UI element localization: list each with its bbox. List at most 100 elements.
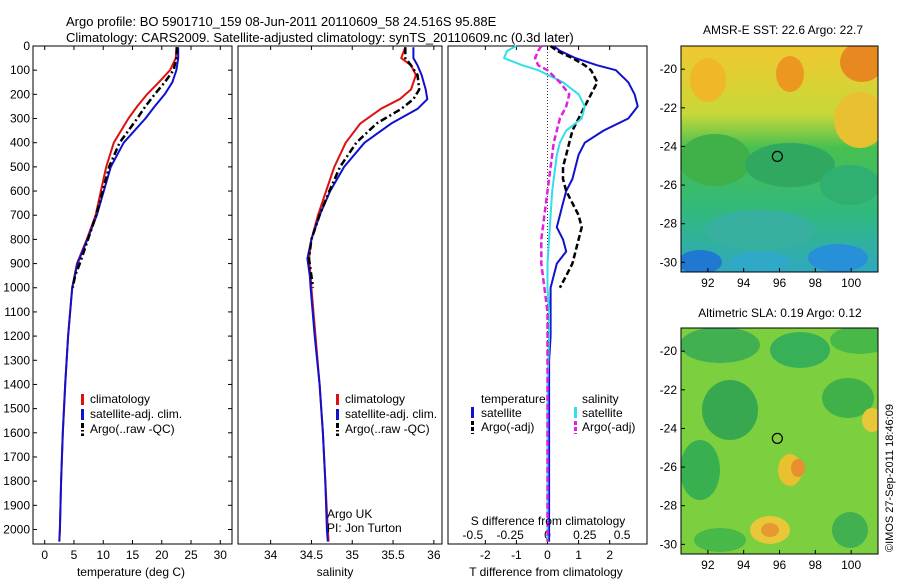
salinity-profiles [306, 46, 429, 542]
s-diff-tick-label: -0.25 [497, 528, 525, 542]
salinity-xlabel: salinity [317, 565, 354, 579]
depth-tick-label: 100 [10, 63, 30, 77]
s-difference-label: S difference from climatology [471, 514, 626, 528]
temperature-xlabel: temperature (deg C) [77, 565, 185, 579]
salinity-x-axis: 34 34.5 35 35.5 36 [264, 46, 441, 562]
legend-label-s-argo: Argo(-adj) [582, 420, 635, 434]
sla-map-panel: Altimetric SLA: 0.19 Argo: 0.12 92 94 96 98… [660, 306, 879, 572]
temperature-axes-frame [32, 45, 233, 545]
lat-tick-label: -22 [660, 101, 678, 115]
sla-map-title: Altimetric SLA: 0.19 Argo: 0.12 [698, 306, 862, 320]
legend-title-temperature: temperature [481, 392, 546, 406]
sst-map-panel: AMSR-E SST: 22.6 Argo: 22.7 92 94 96 98 100 … [660, 23, 879, 290]
temperature-legend: climatology satellite-adj. clim. Argo(..… [81, 392, 182, 436]
legend-swatch-satellite-adj [81, 409, 84, 420]
legend-label-satellite-adj: satellite-adj. clim. [90, 407, 182, 421]
lat-tick-label: -20 [660, 344, 678, 358]
float-owner: Argo UK [327, 507, 372, 521]
sst-lon-axis: 92 94 96 98 100 [701, 268, 861, 290]
x-tick-label: 20 [155, 548, 169, 562]
argo-position-marker [771, 150, 783, 163]
sla-lon-axis: 92 94 96 98 100 [701, 550, 861, 572]
argo-position-circle [771, 432, 783, 445]
x-tick-label: 35.5 [381, 548, 405, 562]
lat-tick-label: -26 [660, 460, 678, 474]
sla-lat-axis: -20 -22 -24 -26 -28 -30 [660, 344, 685, 551]
lat-tick-label: -24 [660, 139, 678, 153]
legend-label-climatology: climatology [345, 392, 405, 406]
salinity-panel: 34 34.5 35 35.5 36 salinity climatology sate… [237, 45, 443, 579]
x-tick-label: -1 [511, 548, 522, 562]
x-tick-label: 1 [575, 548, 582, 562]
lon-tick-label: 100 [841, 558, 861, 572]
depth-tick-label: 1600 [3, 426, 30, 440]
legend-label-argo: Argo(..raw -QC) [90, 422, 175, 436]
series-line-satellite-adj-clim [58, 47, 180, 542]
legend-label-satellite-adj: satellite-adj. clim. [345, 407, 437, 421]
t-difference-label: T difference from climatology [469, 565, 623, 579]
s-diff-tick-label: -0.5 [463, 528, 484, 542]
legend-swatch-s-satellite [574, 407, 577, 418]
figure-title-line2: Climatology: CARS2009. Satellite-adjuste… [66, 30, 574, 45]
x-tick-label: 35 [346, 548, 360, 562]
x-tick-label: 5 [71, 548, 78, 562]
depth-tick-label: 1900 [3, 498, 30, 512]
lat-tick-label: -30 [660, 537, 678, 551]
lon-tick-label: 94 [737, 276, 751, 290]
series-line-salinity-satellite [503, 45, 586, 542]
temperature-profiles [58, 47, 180, 542]
difference-legend: temperature salinity satellite Argo(-adj… [471, 392, 635, 434]
x-tick-label: 36 [427, 548, 441, 562]
t-difference-x-axis: -2 -1 0 1 2 [480, 46, 613, 562]
depth-tick-label: 1400 [3, 377, 30, 391]
lon-tick-label: 94 [737, 558, 751, 572]
depth-tick-label: 1300 [3, 353, 30, 367]
lon-tick-label: 92 [701, 276, 715, 290]
series-line-temperature-argo-adj [549, 45, 599, 289]
legend-label-s-satellite: satellite [582, 406, 623, 420]
series-line-temperature-satellite [548, 45, 639, 542]
depth-tick-label: 1700 [3, 450, 30, 464]
figure-title-line1: Argo profile: BO 5901710_159 08-Jun-2011… [66, 14, 497, 29]
lon-tick-label: 98 [809, 276, 823, 290]
legend-label-t-satellite: satellite [481, 406, 522, 420]
depth-tick-label: 700 [10, 208, 30, 222]
x-tick-label: 10 [97, 548, 111, 562]
depth-tick-label: 1500 [3, 402, 30, 416]
lon-tick-label: 92 [701, 558, 715, 572]
depth-tick-label: 2000 [3, 522, 30, 536]
argo-position-marker [771, 432, 783, 445]
depth-axis: 0 100 200 300 400 500 600 700 800 900 1000 1100 1200… [3, 39, 232, 536]
legend-swatch-climatology [336, 394, 339, 405]
lon-tick-label: 96 [773, 558, 787, 572]
salinity-legend: climatology satellite-adj. clim. Argo(..… [336, 392, 437, 436]
lat-tick-label: -28 [660, 499, 678, 513]
legend-label-argo: Argo(..raw -QC) [345, 422, 430, 436]
depth-tick-label: 1800 [3, 474, 30, 488]
difference-panel: -2 -1 0 1 2 -0.5 -0.25 0 0.25 0.5 S difference f… [447, 45, 648, 579]
principal-investigator: PI: Jon Turton [327, 521, 402, 535]
depth-tick-label: 300 [10, 112, 30, 126]
x-tick-label: 0 [41, 548, 48, 562]
series-line-salinity-argo-adj [533, 45, 571, 542]
legend-swatch-climatology [81, 394, 84, 405]
x-tick-label: 0 [544, 548, 551, 562]
legend-swatch-satellite-adj [336, 409, 339, 420]
legend-title-salinity: salinity [582, 392, 619, 406]
depth-tick-label: 800 [10, 232, 30, 246]
sla-field [681, 328, 878, 554]
depth-tick-label: 900 [10, 257, 30, 271]
depth-tick-label: 400 [10, 136, 30, 150]
temperature-panel: 0100200300400500600700800900100011001200… [3, 39, 233, 579]
depth-tick-label: 500 [10, 160, 30, 174]
depth-tick-label: 600 [10, 184, 30, 198]
legend-label-climatology: climatology [90, 392, 150, 406]
x-tick-label: -2 [480, 548, 491, 562]
depth-tick-label: 1000 [3, 281, 30, 295]
s-diff-tick-label: 0.5 [614, 528, 631, 542]
x-tick-label: 2 [606, 548, 613, 562]
s-diff-tick-label: 0.25 [573, 528, 597, 542]
lat-tick-label: -22 [660, 383, 678, 397]
legend-label-t-argo: Argo(-adj) [481, 420, 534, 434]
